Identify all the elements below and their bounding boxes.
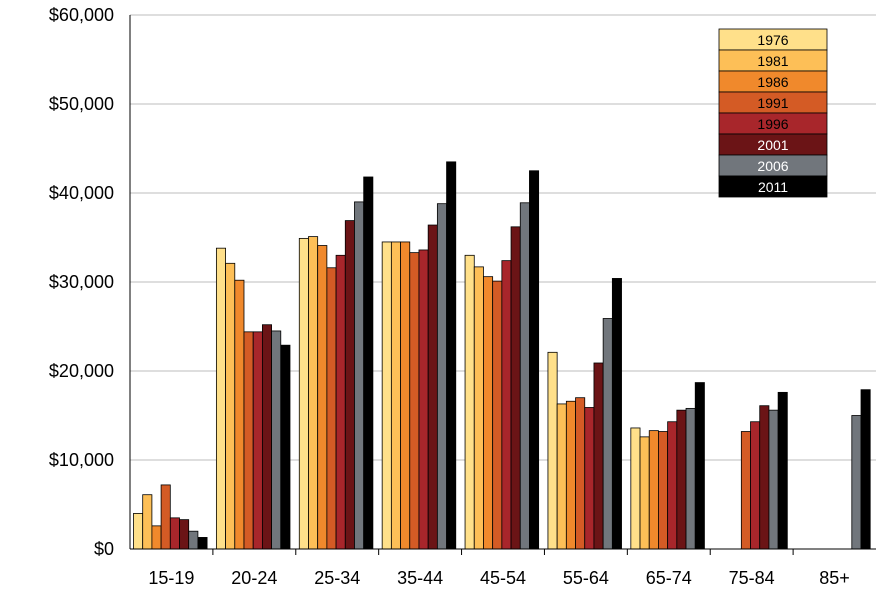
x-tick-label: 85+ bbox=[819, 568, 850, 588]
bar-1986-15-19 bbox=[151, 525, 162, 550]
bar-1976-65-74 bbox=[630, 427, 641, 550]
x-tick-label: 35-44 bbox=[397, 568, 443, 588]
bar-2006-85+ bbox=[851, 415, 862, 550]
axes bbox=[129, 15, 876, 555]
legend-label-1991: 1991 bbox=[757, 95, 788, 111]
bar-1981-20-24 bbox=[225, 262, 236, 550]
bar-1986-65-74 bbox=[648, 430, 659, 550]
legend: 1976 1981 1986 1991 1996 2001 2006 2011 bbox=[718, 28, 828, 198]
y-tick-label: $0 bbox=[94, 539, 114, 559]
y-tick-label: $30,000 bbox=[49, 272, 114, 292]
bar-1986-55-64 bbox=[565, 400, 576, 550]
bar-1976-20-24 bbox=[215, 247, 226, 550]
x-axis-tick-labels: 15-19 20-24 25-34 35-44 45-54 55-64 65-74 75-84… bbox=[148, 568, 849, 588]
bar-1991-35-44 bbox=[409, 252, 420, 550]
bar-2011-25-34 bbox=[363, 176, 374, 550]
bar-2006-45-54 bbox=[519, 202, 530, 550]
bar-2011-15-19 bbox=[197, 537, 208, 550]
bar-1981-15-19 bbox=[142, 494, 153, 550]
legend-label-2006: 2006 bbox=[757, 158, 788, 174]
legend-label-1981: 1981 bbox=[757, 53, 788, 69]
bar-1996-55-64 bbox=[584, 407, 595, 550]
bar-2011-65-74 bbox=[694, 382, 705, 550]
bar-1981-45-54 bbox=[473, 266, 484, 550]
bar-2011-85+ bbox=[860, 389, 871, 550]
bar-1996-20-24 bbox=[252, 331, 263, 550]
bar-1986-20-24 bbox=[234, 279, 245, 550]
bar-2011-45-54 bbox=[529, 170, 540, 550]
bars bbox=[133, 161, 871, 550]
bar-1976-15-19 bbox=[133, 513, 144, 550]
y-tick-label: $20,000 bbox=[49, 361, 114, 381]
bar-2001-25-34 bbox=[344, 220, 355, 550]
bar-2001-55-64 bbox=[593, 362, 604, 550]
bar-1986-45-54 bbox=[483, 276, 494, 550]
bar-1991-65-74 bbox=[658, 431, 669, 550]
bar-1996-35-44 bbox=[418, 249, 429, 550]
bar-2001-15-19 bbox=[179, 519, 190, 550]
bar-2001-75-84 bbox=[759, 405, 770, 550]
bar-1976-35-44 bbox=[381, 241, 392, 550]
bar-1991-55-64 bbox=[575, 397, 586, 550]
bar-2001-65-74 bbox=[676, 409, 687, 550]
bar-2006-35-44 bbox=[436, 203, 447, 550]
legend-label-2011: 2011 bbox=[758, 179, 788, 195]
x-tick-label: 15-19 bbox=[148, 568, 194, 588]
legend-swatch-2011 bbox=[718, 175, 828, 198]
bar-1991-75-84 bbox=[740, 431, 751, 550]
bar-2011-20-24 bbox=[280, 344, 291, 550]
bar-1996-65-74 bbox=[667, 421, 678, 550]
legend-label-2001: 2001 bbox=[757, 137, 788, 153]
bar-1986-35-44 bbox=[400, 241, 411, 550]
x-tick-label: 75-84 bbox=[729, 568, 775, 588]
bar-2006-75-84 bbox=[768, 409, 779, 550]
bar-1981-55-64 bbox=[556, 403, 567, 550]
bar-1986-25-34 bbox=[317, 245, 328, 550]
bar-1976-25-34 bbox=[298, 237, 309, 550]
bar-2011-55-64 bbox=[611, 278, 622, 550]
bar-2006-15-19 bbox=[188, 530, 199, 550]
y-tick-label: $10,000 bbox=[49, 450, 114, 470]
y-tick-label: $40,000 bbox=[49, 183, 114, 203]
x-tick-label: 20-24 bbox=[231, 568, 277, 588]
y-tick-label: $60,000 bbox=[49, 5, 114, 25]
bar-1976-55-64 bbox=[547, 351, 558, 550]
bar-2001-45-54 bbox=[510, 226, 521, 550]
bar-2006-20-24 bbox=[271, 330, 282, 550]
bar-2001-20-24 bbox=[261, 324, 272, 550]
legend-label-1986: 1986 bbox=[757, 74, 788, 90]
x-tick-label: 45-54 bbox=[480, 568, 526, 588]
bar-1996-15-19 bbox=[169, 517, 180, 550]
x-tick-label: 25-34 bbox=[314, 568, 360, 588]
x-tick-label: 55-64 bbox=[563, 568, 609, 588]
y-tick-label: $50,000 bbox=[49, 94, 114, 114]
bar-1996-25-34 bbox=[335, 254, 346, 550]
bar-1981-25-34 bbox=[308, 236, 319, 550]
legend-label-1996: 1996 bbox=[757, 116, 788, 132]
bar-1991-20-24 bbox=[243, 331, 254, 550]
bar-1981-65-74 bbox=[639, 436, 650, 550]
bar-2011-75-84 bbox=[777, 391, 788, 550]
bar-2001-35-44 bbox=[427, 224, 438, 550]
bar-1996-45-54 bbox=[501, 260, 512, 550]
bar-1991-25-34 bbox=[326, 267, 337, 550]
bar-2006-65-74 bbox=[685, 407, 696, 550]
bar-1991-15-19 bbox=[160, 484, 171, 550]
bar-1996-75-84 bbox=[750, 421, 761, 550]
x-tick-label: 65-74 bbox=[646, 568, 692, 588]
bar-1976-45-54 bbox=[464, 254, 475, 550]
bar-2006-25-34 bbox=[354, 201, 365, 550]
legend-label-1976: 1976 bbox=[757, 32, 788, 48]
bar-2006-55-64 bbox=[602, 318, 613, 550]
bar-1981-35-44 bbox=[390, 241, 401, 550]
bar-1991-45-54 bbox=[492, 280, 503, 550]
bar-2011-35-44 bbox=[446, 161, 457, 550]
y-axis-tick-labels: $0 $10,000 $20,000 $30,000 $40,000 $50,000 $60… bbox=[49, 5, 114, 559]
